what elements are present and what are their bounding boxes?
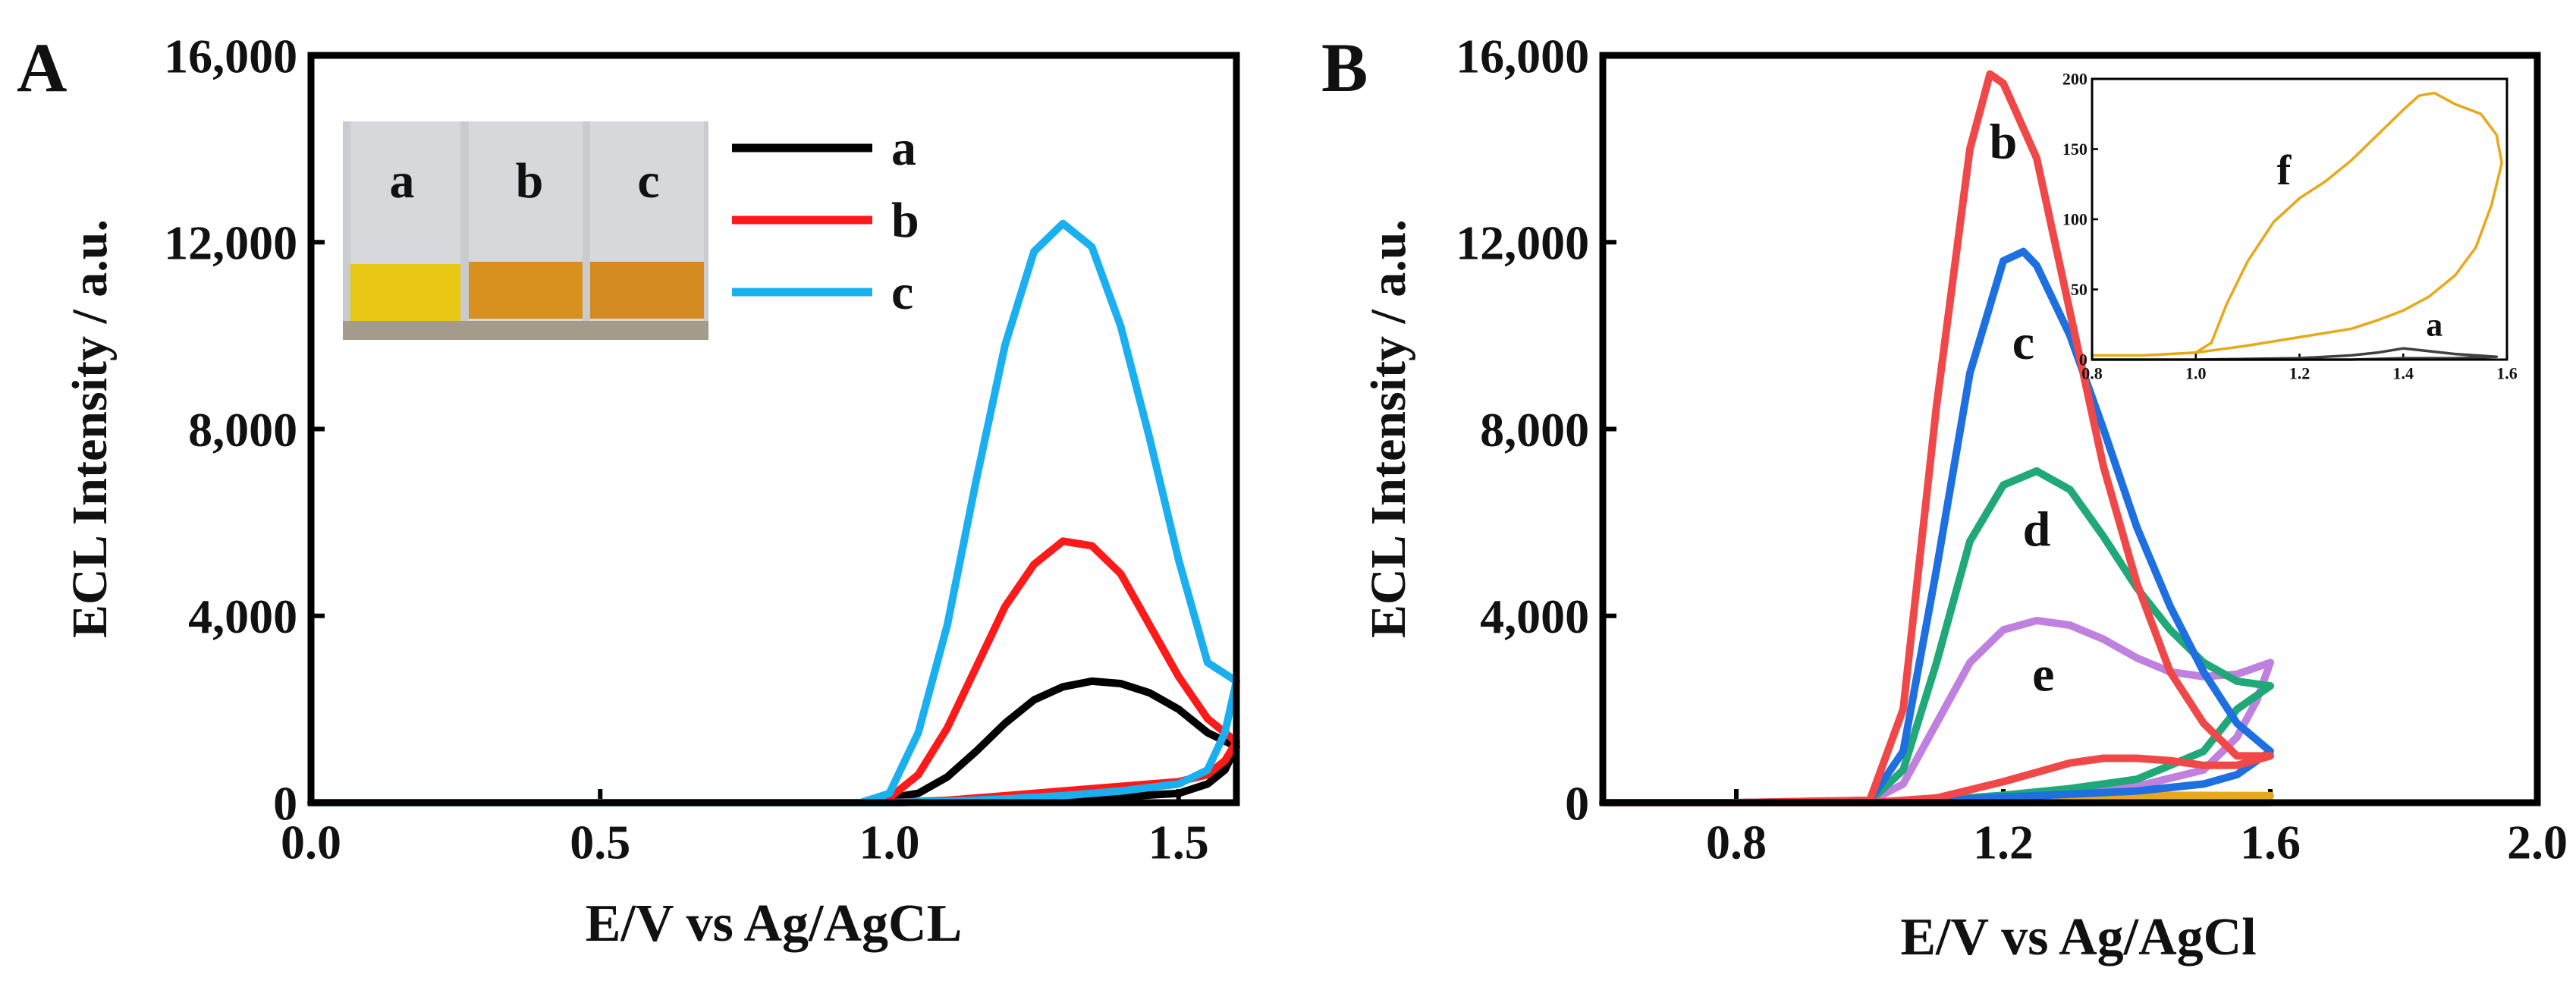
panel-a-x-tick-label: 1.0 (859, 816, 920, 869)
panel-a-x-ticks: 0.0 0.5 1.0 1.5 (281, 789, 1209, 869)
inset-y-tick-label: 150 (2062, 140, 2088, 159)
panel-b-x-tick-label: 1.2 (1973, 816, 2034, 869)
panel-b-x-tick-label: 1.6 (2240, 816, 2301, 869)
panel-a-y-tick-label: 0 (273, 776, 297, 830)
vial-liquid-c (590, 262, 704, 319)
panel-b-series-d (1599, 467, 2274, 806)
inset-y-ticks: 0 50 100 150 200 (2062, 70, 2098, 369)
panel-b-x-axis-label: E/V vs Ag/AgCl (1900, 908, 2256, 967)
inset-x-tick-label: 1.6 (2496, 363, 2518, 382)
inset-y-tick-label: 50 (2071, 280, 2088, 299)
panel-b-y-tick-label: 16,000 (1456, 29, 1589, 83)
vial-liquid-a (350, 264, 460, 321)
inset-curve-label-f: f (2277, 147, 2292, 194)
vial-label-c: c (637, 153, 659, 209)
inset-y-tick-label: 200 (2062, 70, 2088, 89)
panel-b-y-tick-label: 0 (1565, 776, 1589, 830)
panel-b-x-tick-label: 0.8 (1706, 816, 1767, 869)
panel-b-curve-label-b: b (1990, 114, 2018, 169)
panel-b-series-e (1599, 616, 2274, 806)
panel-a-series-b (307, 537, 1240, 806)
panel-b-x-ticks: 0.8 1.2 1.6 2.0 (1706, 789, 2568, 869)
inset-x-tick-label: 1.4 (2393, 363, 2414, 382)
panel-b-series-b (1599, 70, 2274, 806)
panel-b-letter: B (1321, 29, 1368, 106)
panel-b: B 0 4,000 8,000 12,000 16,000 0.8 1.2 1.6 2.0 E… (1321, 29, 2568, 967)
panel-a-legend: abc (732, 121, 919, 320)
panel-a-x-tick-label: 1.5 (1148, 816, 1209, 869)
panel-b-y-tick-label: 4,000 (1480, 589, 1589, 643)
panel-a-axes-frame (307, 52, 1240, 806)
inset-background (2092, 79, 2507, 360)
panel-b-y-axis-label: ECL Intensity / a.u. (1361, 219, 1416, 638)
panel-b-x-tick-label: 2.0 (2507, 816, 2568, 869)
panel-a-x-tick-label: 0.5 (570, 816, 630, 869)
inset-x-ticks: 0.8 1.0 1.2 1.4 1.6 (2081, 354, 2518, 382)
panel-b-curve-labels: b c d e (1990, 114, 2055, 702)
panel-a-y-tick-label: 4,000 (188, 589, 297, 643)
inset-x-tick-label: 0.8 (2081, 363, 2103, 382)
inset-curve-label-a: a (2426, 307, 2442, 344)
legend-label-c: c (891, 265, 913, 320)
inset-x-tick-label: 1.0 (2185, 363, 2207, 382)
inset-frame (2091, 77, 2508, 361)
panel-a-letter: A (17, 29, 67, 106)
panel-b-series-c (1599, 247, 2274, 806)
legend-label-a: a (891, 121, 916, 176)
inset-y-tick-label: 0 (2079, 351, 2088, 369)
panel-a-y-tick-label: 8,000 (188, 403, 297, 457)
panel-b-inset: 0 50 100 150 200 0.8 1.0 1.2 1.4 1.6 f a (2062, 70, 2518, 383)
panel-b-y-tick-label: 12,000 (1456, 216, 1589, 270)
panel-a-y-tick-label: 16,000 (164, 29, 297, 83)
panel-a-y-tick-label: 12,000 (164, 216, 297, 270)
panel-a-y-axis-label: ECL Intensity / a.u. (62, 219, 118, 638)
panel-a-y-ticks: 0 4,000 8,000 12,000 16,000 (164, 29, 325, 830)
panel-b-curve-label-c: c (2012, 315, 2034, 370)
panel-a-x-tick-label: 0.0 (281, 816, 341, 869)
panel-b-curve-label-d: d (2023, 501, 2051, 557)
vial-label-a: a (390, 153, 415, 209)
vials-photo: a b c (343, 121, 708, 340)
vial-label-b: b (516, 153, 544, 209)
inset-y-tick-label: 100 (2062, 210, 2088, 229)
panel-a-x-axis-label: E/V vs Ag/AgCL (586, 894, 963, 953)
panel-b-axes-frame (1599, 52, 2541, 806)
panel-b-y-ticks: 0 4,000 8,000 12,000 16,000 (1456, 29, 1616, 830)
panel-b-curve-label-e: e (2032, 646, 2054, 702)
panel-a: A 0 4,000 8,000 12,000 16,000 0.0 0.5 1.0 1.5 E… (17, 29, 1240, 953)
vial-liquid-b (469, 262, 583, 319)
inset-x-tick-label: 1.2 (2289, 363, 2311, 382)
legend-label-b: b (891, 193, 919, 248)
inset-series-f (2092, 91, 2503, 357)
vials-base (343, 321, 708, 340)
panel-b-y-tick-label: 8,000 (1480, 403, 1589, 457)
